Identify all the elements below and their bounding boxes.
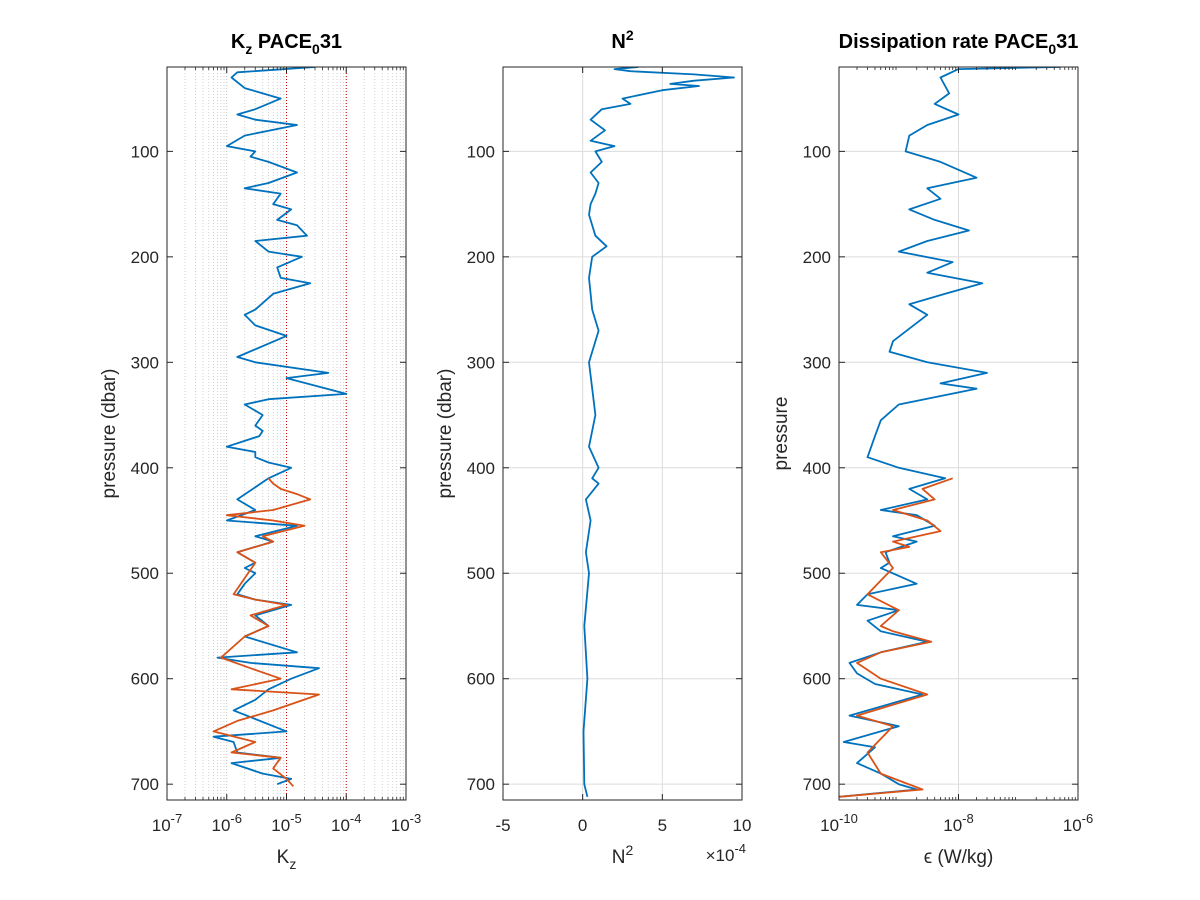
x-tick-label: 10-7 — [152, 811, 182, 835]
y-tick-label: 100 — [467, 142, 495, 161]
x-axis-label: N2 — [612, 842, 634, 868]
x-tick-label-exp: -3 — [410, 811, 422, 826]
title-sup: 2 — [626, 27, 634, 43]
x-axis-label: Kz — [277, 847, 297, 872]
y-tick-label: 100 — [803, 142, 831, 161]
y-tick-label: 500 — [803, 564, 831, 583]
x-tick-label: 10 — [733, 816, 752, 835]
y-tick-label: 500 — [467, 564, 495, 583]
y-axis-label: pressure (dbar) — [435, 369, 456, 499]
x-tick-label-base: 10 — [943, 816, 962, 835]
title-base: K — [231, 31, 246, 53]
x-tick-label: 10-3 — [391, 811, 421, 835]
x-tick-label-base: 10 — [331, 816, 350, 835]
x-axis-label-base: N — [612, 847, 626, 868]
title-tail: 31 — [320, 31, 342, 53]
x-tick-label-exp: -6 — [230, 811, 242, 826]
x-multiplier-base: ×10 — [706, 846, 735, 865]
x-tick-label-exp: -8 — [962, 811, 974, 826]
x-axis-label-base: K — [277, 847, 290, 868]
y-tick-label: 700 — [131, 775, 159, 794]
x-tick-label: 10-5 — [271, 811, 301, 835]
y-tick-label: 300 — [131, 353, 159, 372]
x-tick-label-base: 10 — [152, 816, 171, 835]
series-line-2 — [212, 477, 320, 787]
y-tick-label: 700 — [803, 775, 831, 794]
title-rest: PACE — [252, 31, 312, 53]
y-tick-label: 200 — [803, 248, 831, 267]
series-line-1 — [582, 67, 735, 798]
axes-box — [502, 66, 743, 801]
series-line-1 — [212, 67, 348, 786]
x-axis-label-sub: z — [289, 856, 296, 872]
y-tick-label: 200 — [467, 248, 495, 267]
x-tick-label: 10-6 — [212, 811, 242, 835]
y-tick-label: 600 — [803, 670, 831, 689]
y-tick-label: 400 — [467, 459, 495, 478]
x-multiplier-exp: -4 — [734, 841, 746, 856]
x-tick-label-exp: -6 — [1082, 811, 1094, 826]
x-axis-label-sup: 2 — [625, 842, 633, 858]
title-rest: 31 — [1056, 31, 1078, 53]
x-tick-label: 10-10 — [820, 811, 858, 835]
y-tick-label: 600 — [467, 670, 495, 689]
x-tick-label-exp: -7 — [171, 811, 183, 826]
y-tick-label: 600 — [131, 670, 159, 689]
x-tick-label: 10-4 — [331, 811, 361, 835]
title-base: N — [611, 31, 625, 53]
panel-title: N2 — [611, 27, 633, 53]
title-sub-2: 0 — [312, 41, 320, 57]
x-tick-label-exp: -5 — [290, 811, 302, 826]
x-tick-label-exp: -4 — [350, 811, 362, 826]
x-tick-label-base: 10 — [271, 816, 290, 835]
y-tick-label: 400 — [803, 459, 831, 478]
y-tick-label: 100 — [131, 142, 159, 161]
y-tick-label: 200 — [131, 248, 159, 267]
x-tick-label-base: 10 — [391, 816, 410, 835]
plot-area — [503, 67, 742, 800]
x-tick-label: 0 — [578, 816, 587, 835]
y-tick-label: 300 — [467, 353, 495, 372]
panel-title: Dissipation rate PACE031 — [839, 31, 1079, 57]
y-tick-label: 500 — [131, 564, 159, 583]
x-tick-label-base: 10 — [820, 816, 839, 835]
x-tick-label-exp: -10 — [839, 811, 858, 826]
x-tick-label: 10-6 — [1063, 811, 1093, 835]
title-sub: z — [245, 41, 252, 57]
x-tick-label: 10-8 — [943, 811, 973, 835]
x-tick-label-base: 10 — [212, 816, 231, 835]
y-tick-label: 400 — [131, 459, 159, 478]
x-tick-label: -5 — [495, 816, 510, 835]
series-line-1 — [839, 67, 1061, 798]
y-axis-label: pressure — [771, 397, 792, 471]
title-base: Dissipation rate PACE — [839, 31, 1049, 53]
series-line-2 — [839, 477, 953, 798]
y-tick-label: 700 — [467, 775, 495, 794]
x-axis-label: ϵ (W/kg) — [924, 847, 994, 868]
x-tick-label: 5 — [658, 816, 667, 835]
y-tick-label: 300 — [803, 353, 831, 372]
panel-title: Kz PACE031 — [231, 31, 342, 57]
title-sub: 0 — [1048, 41, 1056, 57]
x-tick-label-base: 10 — [1063, 816, 1082, 835]
y-axis-label: pressure (dbar) — [99, 369, 120, 499]
x-multiplier: ×10-4 — [706, 841, 746, 865]
